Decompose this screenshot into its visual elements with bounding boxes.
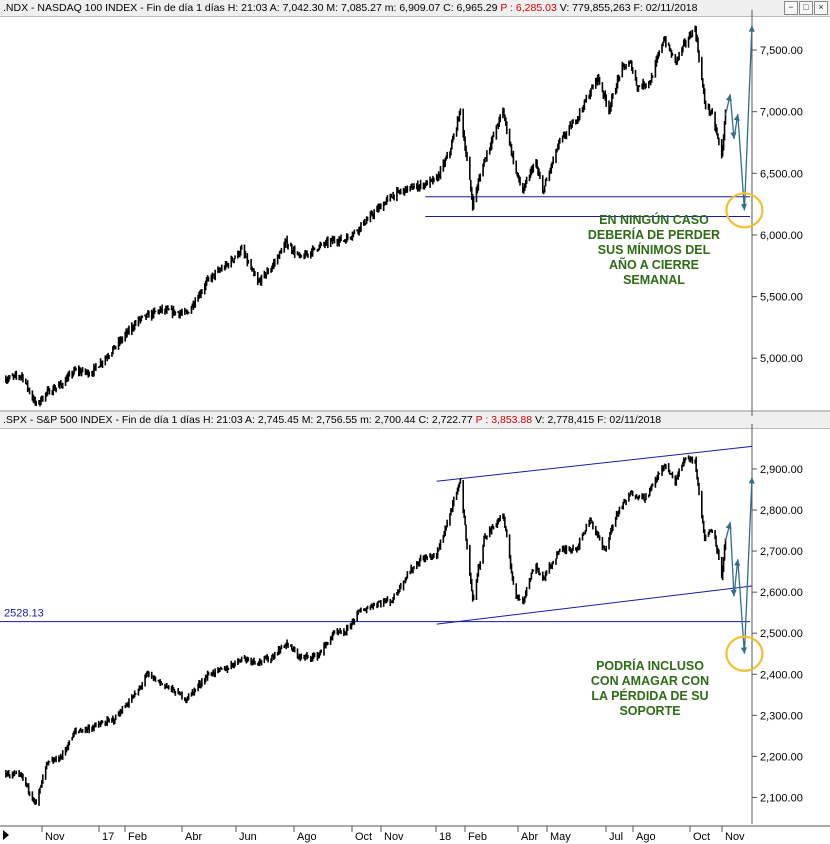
bottom-arrowhead (730, 589, 737, 597)
top-annotation-line: SEMANAL (623, 273, 685, 287)
x-tick-label: Feb (468, 831, 487, 843)
bottom-y-tick-label: 2,100.00 (760, 792, 803, 804)
bottom-panel: 2,100.00 2,200.00 2,300.00 2,400.00 2,500.00… (0, 424, 803, 824)
top-m: M: 7,085.27 (326, 2, 382, 14)
bottom-y-tick-label: 2,200.00 (760, 751, 803, 763)
bottom-c: C: 2,722.77 (418, 414, 473, 426)
top-annotation-line: SUS MÍNIMOS DEL (598, 242, 711, 257)
bottom-f: F: 02/11/2018 (597, 414, 662, 426)
bottom-y-tick-label: 2,400.00 (760, 669, 803, 681)
bottom-price-series (5, 455, 727, 806)
top-target-circle (725, 192, 764, 229)
bottom-y-tick-label: 2,600.00 (760, 587, 803, 599)
top-annotation-line: AÑO A CIERRE (609, 257, 699, 272)
x-tick-label: Nov (45, 831, 65, 843)
x-tick-label: May (550, 831, 571, 843)
top-arrowhead (741, 203, 747, 211)
bottom-annotation-line: LA PÉRDIDA DE SU (591, 688, 708, 703)
top-arrowhead (730, 132, 737, 139)
bottom-y-tick-label: 2,700.00 (760, 546, 803, 558)
top-price-series (5, 25, 727, 407)
bottom-annotation-line: SOPORTE (619, 704, 680, 718)
x-tick-label: Oct (693, 831, 710, 843)
bottom-y-tick-label: 2,300.00 (760, 710, 803, 722)
top-c: C: 6,965.29 (443, 2, 498, 14)
top-y-tick-label: 6,000.00 (760, 230, 803, 242)
maximize-button[interactable]: □ (799, 1, 813, 15)
top-f: F: 02/11/2018 (633, 2, 698, 14)
bottom-y-tick-label: 2,800.00 (760, 505, 803, 517)
bottom-low: m: 2,700.44 (360, 414, 416, 426)
top-arrowhead (733, 114, 740, 121)
top-y-tick-label: 5,000.00 (760, 353, 803, 365)
x-tick-label: Abr (521, 831, 538, 843)
top-panel: 5,000.00 5,500.00 6,000.00 6,500.00 7,000.00… (5, 10, 803, 416)
bottom-arrowhead (734, 559, 741, 566)
x-tick-label: Ago (636, 831, 656, 843)
top-symbol: .NDX - NASDAQ 100 INDEX - Fin de día 1 d… (3, 2, 225, 14)
top-y-tick-label: 7,500.00 (760, 45, 803, 57)
bottom-v: V: 2,778,415 (535, 414, 595, 426)
top-y-tick-label: 5,500.00 (760, 292, 803, 304)
top-low: m: 6,909.07 (384, 2, 441, 14)
x-tick-label: Feb (128, 831, 147, 843)
x-tick-label: Jun (239, 831, 257, 843)
bottom-p: P : 3,853.88 (475, 414, 533, 426)
bottom-target-circle (725, 635, 764, 672)
x-tick-label: Nov (384, 831, 404, 843)
bottom-h: H: 21:03 (203, 414, 243, 426)
top-v: V: 779,855,263 (559, 2, 631, 14)
bottom-panel-header: .SPX - S&P 500 INDEX - Fin de día 1 días… (0, 412, 830, 429)
bottom-arrowhead (748, 477, 755, 484)
bottom-arrowhead (725, 522, 732, 530)
bottom-y-tick-label: 2,500.00 (760, 628, 803, 640)
close-button[interactable]: × (814, 1, 828, 15)
top-y-tick-label: 6,500.00 (760, 168, 803, 180)
x-tick-label: Jul (609, 831, 623, 843)
minimize-button[interactable]: − (784, 1, 798, 15)
top-arrowhead (748, 25, 755, 32)
top-p: P : 6,285.03 (500, 2, 557, 14)
x-tick-label: Abr (185, 831, 202, 843)
bottom-channel-upper (436, 445, 753, 482)
x-tick-label: Oct (355, 831, 372, 843)
bottom-a: A: 2,745.45 (245, 414, 299, 426)
top-arrowhead (725, 94, 732, 102)
bottom-symbol: .SPX - S&P 500 INDEX - Fin de día 1 días (3, 414, 201, 426)
x-tick-label: Ago (297, 831, 317, 843)
scroll-left-icon (3, 830, 9, 840)
top-y-tick-label: 7,000.00 (760, 107, 803, 119)
bottom-annotation-line: CON AMAGAR CON (591, 674, 709, 688)
window-controls: − □ × (784, 1, 828, 15)
top-h: H: 21:03 (227, 2, 268, 14)
bottom-m: M: 2,756.55 (301, 414, 358, 426)
top-a: A: 7,042.30 (269, 2, 324, 14)
bottom-channel-lower (436, 585, 753, 625)
support-label: 2528.13 (4, 608, 44, 620)
x-tick-label: Nov (725, 831, 745, 843)
bottom-annotation-line: PODRÍA INCLUSO (596, 658, 704, 673)
top-annotation-line: EN NINGÚN CASO (599, 212, 709, 227)
top-annotation-line: DEBERÍA DE PERDER (588, 227, 720, 242)
x-tick-label: 17 (102, 831, 114, 843)
bottom-y-tick-label: 2,900.00 (760, 464, 803, 476)
x-axis-bg (0, 826, 830, 844)
top-panel-header: .NDX - NASDAQ 100 INDEX - Fin de día 1 d… (0, 0, 830, 17)
x-axis: Nov 17 Feb Abr Jun Ago Oct Nov 18 Feb Abr May Jul Ago… (0, 410, 830, 844)
x-tick-label: 18 (439, 831, 451, 843)
bottom-arrowhead (740, 647, 747, 654)
